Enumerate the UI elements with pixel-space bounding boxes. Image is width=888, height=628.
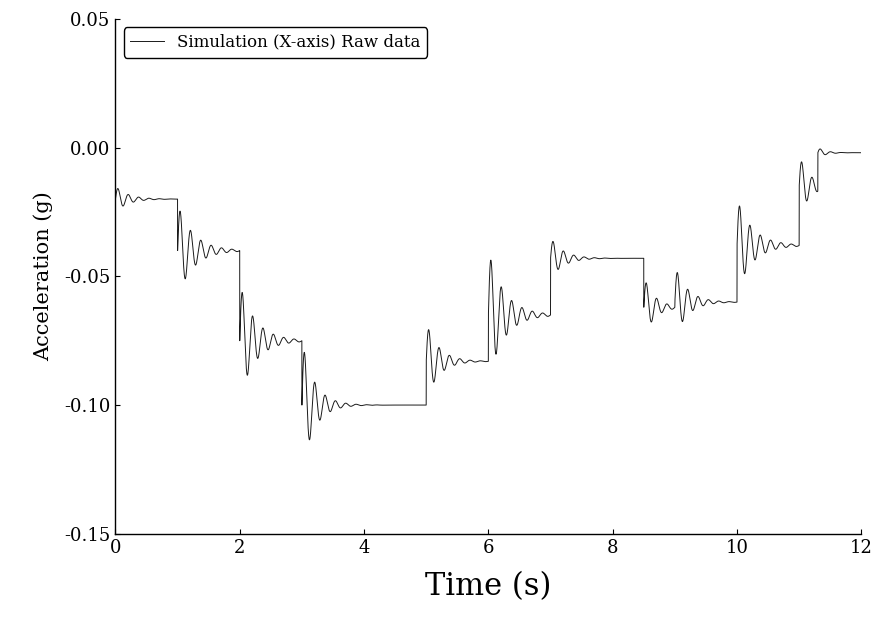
Legend: Simulation (X-axis) Raw data: Simulation (X-axis) Raw data [123,27,427,58]
Simulation (X-axis) Raw data [856,149,867,156]
Simulation (X-axis) Raw data [803,190,813,198]
Line: Simulation (X-axis) Raw data: Simulation (X-axis) Raw data [115,149,861,440]
Simulation (X-axis) Raw data [113,186,123,193]
Simulation (X-axis) Raw data [305,436,315,443]
Simulation (X-axis) Raw data [535,311,546,318]
Simulation (X-axis) Raw data [110,195,121,203]
Simulation (X-axis) Raw data [815,145,826,153]
X-axis label: Time (s): Time (s) [425,571,551,602]
Simulation (X-axis) Raw data [124,193,135,200]
Y-axis label: Acceleration (g): Acceleration (g) [34,192,53,361]
Simulation (X-axis) Raw data [844,149,855,156]
Simulation (X-axis) Raw data [253,354,264,362]
